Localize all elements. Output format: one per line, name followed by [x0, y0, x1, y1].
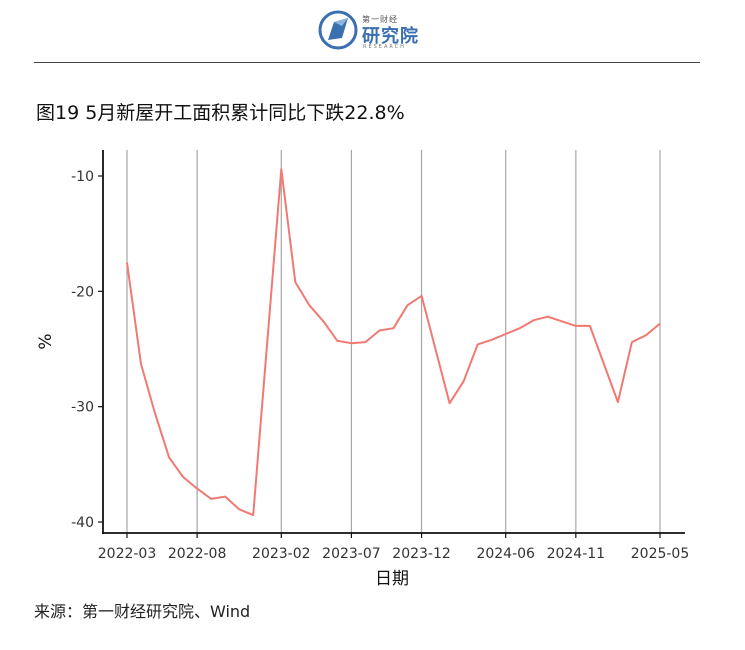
grid-lines	[126, 150, 661, 533]
x-tick-label: 2024-11	[547, 546, 606, 562]
axes	[98, 150, 685, 538]
series-line	[126, 168, 661, 517]
series-layer	[126, 168, 661, 517]
y-tick-label: -10	[71, 169, 94, 185]
logo-sub-text: RESEARCH	[363, 44, 406, 50]
x-tick-label: 2023-12	[392, 546, 451, 562]
y-tick-label: -20	[71, 284, 94, 300]
x-tick-label: 2023-07	[322, 546, 381, 562]
x-tick-label: 2025-05	[631, 546, 690, 562]
header-divider	[34, 62, 700, 63]
y-tick-label: -40	[71, 515, 94, 531]
y-tick-label: -30	[71, 400, 94, 416]
x-tick-label: 2023-02	[252, 546, 311, 562]
research-institute-logo-icon	[318, 10, 358, 50]
source-note: 来源：第一财经研究院、Wind	[34, 602, 251, 621]
x-axis-title: 日期	[375, 569, 409, 589]
y-axis-title: %	[36, 333, 56, 349]
figure-title: 图19 5月新屋开工面积累计同比下跌22.8%	[36, 102, 405, 124]
x-tick-label: 2022-08	[168, 546, 227, 562]
x-tick-label: 2024-06	[476, 546, 535, 562]
logo-main-text: 研究院	[362, 26, 419, 47]
logo-small-text: 第一财经	[362, 15, 398, 24]
logo: 第一财经 研究院 RESEARCH	[318, 8, 428, 52]
x-tick-label: 2022-03	[98, 546, 157, 562]
